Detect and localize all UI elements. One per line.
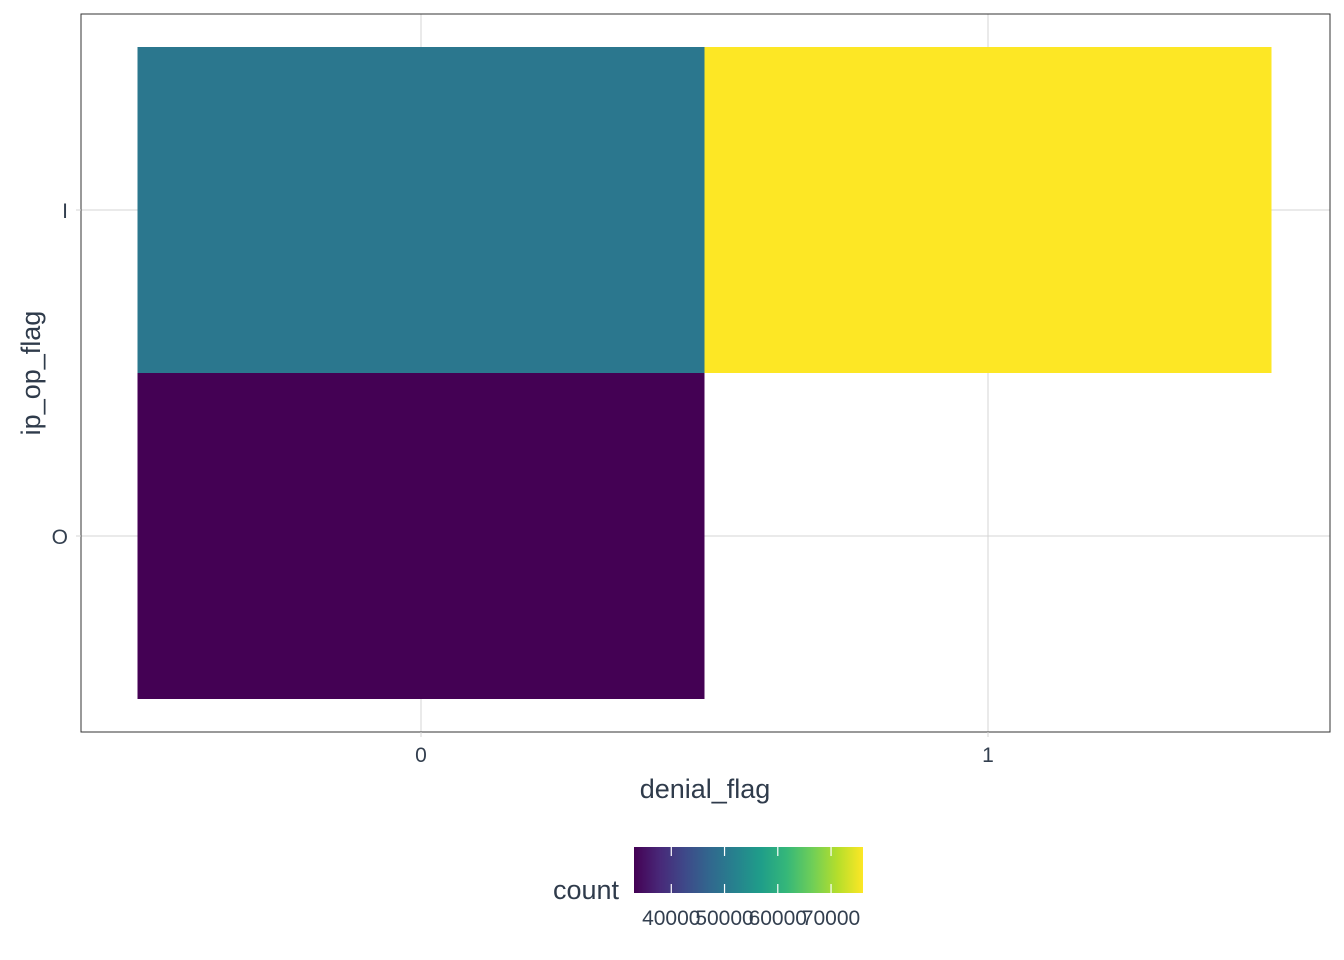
legend-tick-label-70000: 70000 [802,907,860,930]
heatmap-cell-0-O [137,373,705,699]
heatmap-cell-0-I [137,47,705,373]
legend-title: count [553,875,620,905]
y-tick-label-I: I [62,200,68,223]
legend-tick-label-40000: 40000 [642,907,700,930]
x-tick-label-0: 0 [415,744,427,767]
x-axis-title: denial_flag [640,774,771,804]
panel-border [80,13,1331,733]
y-axis-ticks: IO [52,200,81,549]
x-tick-label-1: 1 [982,744,994,767]
legend-tick-label-50000: 50000 [695,907,753,930]
y-axis-title: ip_op_flag [16,311,46,436]
heatmap-cell-1-I [704,47,1272,373]
legend-tick-label-60000: 60000 [749,907,807,930]
y-tick-label-O: O [52,526,68,549]
heatmap-cells [137,47,1272,699]
legend-colorbar [634,847,863,893]
